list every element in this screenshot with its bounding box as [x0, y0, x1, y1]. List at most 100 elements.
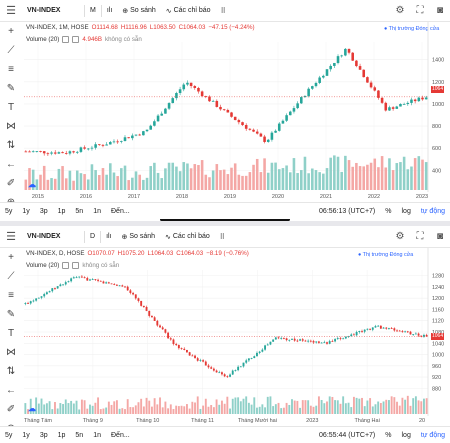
back-arrow-icon[interactable]: ← — [6, 385, 16, 396]
volume-bar — [211, 170, 215, 190]
price-chart[interactable]: 400 600 800 1000 1200 1400 2015 2016 2017 2018 201… — [0, 0, 450, 221]
candle-body — [32, 300, 35, 302]
compare-button[interactable]: ⊕ So sánh — [117, 0, 161, 22]
candle-body — [35, 151, 39, 152]
volume-bar — [277, 402, 280, 414]
percent-toggle[interactable]: % — [385, 431, 392, 439]
settings-icon[interactable] — [72, 36, 80, 43]
log-toggle[interactable]: log — [401, 431, 411, 439]
range-bar: 5y 1y 3p 1p 5n 1n Đến... 06:55:44 (UTC+7… — [0, 426, 450, 443]
candle-type-icon[interactable]: ılı — [106, 233, 112, 240]
volume-bar — [355, 162, 358, 190]
symbol-selector[interactable]: VN-INDEX — [27, 233, 61, 240]
volume-bar — [137, 402, 140, 414]
candle-body — [371, 327, 374, 330]
range-3p[interactable]: 3p — [39, 431, 48, 439]
pattern-icon[interactable]: ⋈ — [6, 347, 16, 358]
range-1p[interactable]: 1p — [57, 207, 66, 215]
volume-label: Volume (20) — [26, 262, 60, 269]
eye-icon[interactable] — [62, 262, 70, 269]
text-icon[interactable]: T — [7, 102, 15, 113]
candle-body — [401, 331, 404, 333]
range-5n[interactable]: 5n — [75, 207, 84, 215]
forecast-icon[interactable]: ⇅ — [6, 366, 16, 377]
candle-body — [333, 62, 336, 66]
volume-bar — [48, 401, 51, 414]
brush-icon[interactable]: ✎ — [6, 83, 16, 94]
range-5n[interactable]: 5n — [75, 431, 84, 439]
fullscreen-icon[interactable]: ⛶ — [416, 231, 424, 242]
symbol-selector[interactable]: VN-INDEX — [27, 7, 61, 14]
volume-bar — [292, 158, 296, 190]
volume-bar — [94, 170, 97, 190]
ruler-icon[interactable]: ✐ — [6, 404, 16, 415]
interval-selector[interactable]: D — [90, 233, 96, 240]
indicators-button[interactable]: ∿ Các chỉ báo — [161, 0, 216, 22]
volume-bar — [266, 396, 269, 414]
plus-icon: ⊕ — [121, 233, 130, 241]
fib-icon[interactable]: ≡ — [8, 64, 14, 75]
volume-bar — [145, 177, 149, 190]
range-1p[interactable]: 1p — [57, 431, 66, 439]
compare-button[interactable]: ⊕ So sánh — [117, 226, 161, 248]
fullscreen-icon[interactable]: ⛶ — [416, 5, 424, 16]
candle-body — [79, 147, 83, 152]
volume-bar — [32, 408, 35, 414]
candle-body — [252, 129, 255, 132]
price-chart[interactable]: 8809209601000104010801120116012001240128… — [0, 226, 450, 443]
range-1y[interactable]: 1y — [22, 207, 30, 215]
forecast-icon[interactable]: ⇅ — [6, 140, 16, 151]
auto-toggle[interactable]: tự động — [420, 207, 445, 215]
templates-icon[interactable]: ⠿ — [219, 233, 225, 241]
camera-icon[interactable]: ◙ — [436, 5, 444, 16]
volume-bar — [62, 404, 64, 414]
menu-icon[interactable]: ☰ — [6, 231, 16, 243]
back-arrow-icon[interactable]: ← — [6, 159, 16, 170]
trendline-icon[interactable]: ⟋ — [7, 271, 15, 282]
range-goto[interactable]: Đến... — [111, 431, 130, 439]
fib-icon[interactable]: ≡ — [8, 290, 14, 301]
eye-icon[interactable] — [62, 36, 70, 43]
gear-icon[interactable]: ⚙ — [395, 5, 405, 16]
range-5y[interactable]: 5y — [5, 431, 13, 439]
volume-bar — [56, 408, 59, 414]
ruler-icon[interactable]: ✐ — [6, 178, 16, 189]
camera-icon[interactable]: ◙ — [436, 231, 444, 242]
text-icon[interactable]: T — [7, 328, 15, 339]
crosshair-icon[interactable]: + — [8, 252, 14, 263]
percent-toggle[interactable]: % — [385, 207, 392, 215]
gear-icon[interactable]: ⚙ — [395, 231, 405, 242]
indicators-button[interactable]: ∿ Các chỉ báo — [160, 226, 215, 248]
candle-body — [172, 339, 175, 345]
volume-bar — [245, 396, 248, 414]
range-goto[interactable]: Đến... — [111, 207, 130, 215]
log-toggle[interactable]: log — [401, 207, 411, 215]
auto-toggle[interactable]: tự động — [420, 431, 445, 439]
crosshair-icon[interactable]: + — [8, 26, 14, 37]
brush-icon[interactable]: ✎ — [6, 309, 16, 320]
menu-icon[interactable]: ☰ — [6, 5, 16, 17]
range-5y[interactable]: 5y — [5, 207, 13, 215]
range-bar: 5y 1y 3p 1p 5n 1n Đến... 06:56:13 (UTC+7… — [0, 202, 450, 219]
volume-bar — [409, 405, 412, 414]
candle-body — [352, 334, 355, 336]
candle-body — [237, 366, 240, 371]
candle-body — [148, 310, 151, 316]
pattern-icon[interactable]: ⋈ — [6, 121, 16, 132]
templates-icon[interactable]: ⠿ — [220, 7, 226, 15]
range-1n[interactable]: 1n — [93, 207, 101, 215]
volume-bar — [167, 408, 170, 414]
volume-bar — [105, 174, 108, 190]
toolbar-divider — [100, 230, 102, 243]
range-1y[interactable]: 1y — [22, 431, 30, 439]
volume-bar — [72, 180, 75, 190]
volume-bar — [210, 404, 213, 414]
candle-type-icon[interactable]: ılı — [106, 7, 113, 14]
trendline-icon[interactable]: ⟋ — [7, 45, 15, 56]
volume-bar — [266, 172, 270, 190]
interval-selector[interactable]: M — [90, 7, 96, 14]
candle-body — [233, 116, 237, 121]
range-3p[interactable]: 3p — [39, 207, 48, 215]
settings-icon[interactable] — [72, 262, 80, 269]
range-1n[interactable]: 1n — [93, 431, 101, 439]
